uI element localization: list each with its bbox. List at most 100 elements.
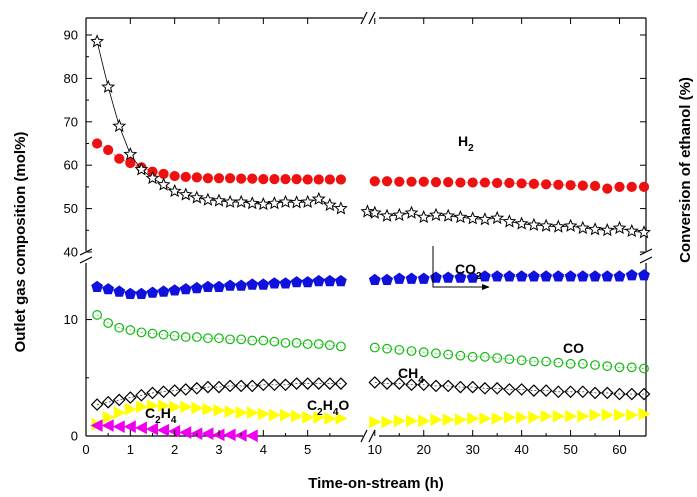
data-point [302,339,313,349]
data-point [245,379,259,393]
data-point [526,217,541,231]
data-point [335,274,347,287]
data-point [179,283,192,295]
data-point [589,270,601,282]
data-point [430,271,442,283]
data-point [234,379,248,393]
data-point [202,173,214,184]
data-point [540,270,552,282]
data-point [442,413,455,427]
data-point [637,387,651,401]
data-point [602,361,613,372]
data-point [490,210,505,225]
data-point [214,333,224,344]
data-point [234,194,249,208]
data-point [334,377,348,390]
data-point [290,276,303,288]
data-point [102,283,115,295]
data-point [442,271,455,283]
data-point [311,191,326,205]
data-point [246,278,259,290]
data-point [103,144,114,156]
data-point [323,274,336,287]
data-point [134,162,149,176]
axis-break-mark [360,11,368,25]
x-tick-label: 60 [612,442,626,457]
y-tick-label: 90 [64,28,78,43]
data-point [313,411,326,424]
data-point [381,273,393,285]
data-point [147,399,160,413]
data-point [169,330,180,341]
data-point [564,270,577,282]
data-point [336,341,346,352]
data-point [503,270,516,282]
data-point [528,411,541,424]
data-point [600,386,614,400]
data-point [268,277,281,289]
data-point [101,79,116,93]
data-point [430,413,443,427]
data-point [369,415,382,429]
data-point [466,380,480,394]
data-point [180,332,191,342]
y-tick-label: 50 [64,201,78,216]
data-point [443,349,454,360]
data-point [416,210,431,224]
data-point [135,287,148,299]
data-point [301,377,315,390]
data-point [443,177,454,188]
data-point [168,384,182,397]
data-point [441,379,455,393]
data-point [191,172,202,183]
data-point [467,412,480,425]
plot-frame [79,11,653,443]
data-point [280,408,293,422]
data-point [156,177,171,191]
series-h2 [91,138,650,194]
data-point [624,223,639,238]
data-point [479,270,491,282]
data-point [639,363,649,374]
data-point [492,177,503,189]
data-point [190,281,203,294]
data-point [302,411,315,424]
annotation-ch4: CH4 [398,365,424,386]
data-point [113,406,126,420]
series-co2 [91,269,650,299]
data-point [223,428,236,442]
data-point [158,329,169,340]
data-point [269,173,280,185]
data-point [312,274,325,287]
data-point [504,177,515,189]
data-point [527,270,540,282]
data-point [369,176,380,187]
data-point [212,380,226,394]
annotation-c2h4: C2H4 [145,405,177,426]
data-point [528,178,539,189]
data-point [313,174,324,185]
data-point [134,421,147,435]
data-point [381,176,393,187]
data-point [135,400,148,414]
axis-break-mark [368,429,376,443]
x-tick-label: 5 [304,442,311,457]
data-point [235,279,248,291]
axis-break-mark [368,11,376,25]
data-point [291,337,302,348]
x-tick-label: 10 [368,442,382,457]
data-point [91,280,103,292]
data-point [552,270,565,282]
data-point [291,173,302,185]
data-point [455,350,466,361]
data-point [368,376,382,389]
data-point [404,205,419,219]
data-point [92,310,102,320]
conversion-axis-arrow [432,246,490,290]
data-point [612,220,627,235]
data-point [417,272,430,284]
data-point [515,270,528,282]
data-point [551,219,566,233]
data-point [158,168,169,179]
data-point [625,387,639,401]
